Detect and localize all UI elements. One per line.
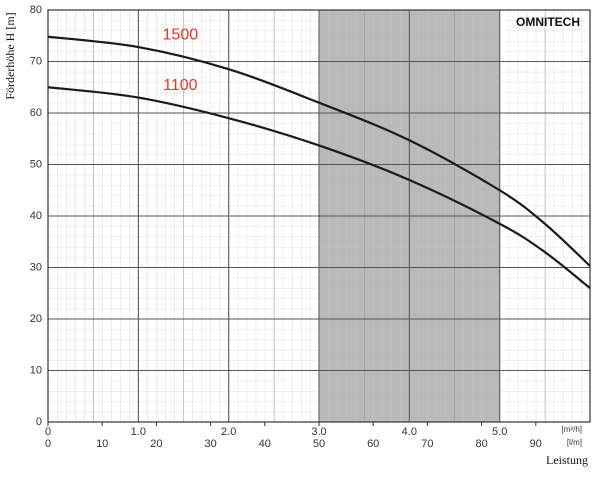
x-axis-label: Leistung [546,453,588,467]
pump-curve [47,35,591,267]
pump-curve [47,86,591,289]
y-tick-label: 30 [30,261,42,273]
y-tick-label: 70 [30,55,42,67]
x2-unit: [l/m] [567,438,582,447]
x2-tick-label: 10 [96,438,108,450]
y-tick-label: 60 [30,107,42,119]
y-tick-label: 0 [36,416,42,428]
x2-tick-label: 60 [367,438,379,450]
x-tick-label: 2.0 [221,426,236,438]
x-tick-label: 3.0 [311,426,326,438]
x2-tick-label: 20 [150,438,162,450]
y-tick-label: 40 [30,210,42,222]
curve-label: 1500 [163,26,199,43]
x2-tick-label: 40 [259,438,271,450]
x-unit: [m³/h] [562,425,582,434]
x2-tick-label: 0 [45,438,51,450]
x2-tick-label: 50 [313,438,325,450]
y-axis-label: Förderhöhe H [m] [3,12,17,99]
x-tick-label: 4.0 [402,426,417,438]
x2-tick-label: 80 [475,438,487,450]
x2-tick-label: 90 [530,438,542,450]
x2-tick-label: 30 [204,438,216,450]
y-tick-label: 20 [30,313,42,325]
y-tick-label: 50 [30,158,42,170]
x2-tick-label: 70 [421,438,433,450]
x-tick-label: 5.0 [492,426,507,438]
y-tick-label: 80 [30,4,42,16]
brand: OMNITECH [516,15,580,29]
x-tick-label: 1.0 [131,426,146,438]
x-tick-label: 0 [45,426,51,438]
y-tick-label: 10 [30,364,42,376]
curve-label: 1100 [163,77,198,94]
